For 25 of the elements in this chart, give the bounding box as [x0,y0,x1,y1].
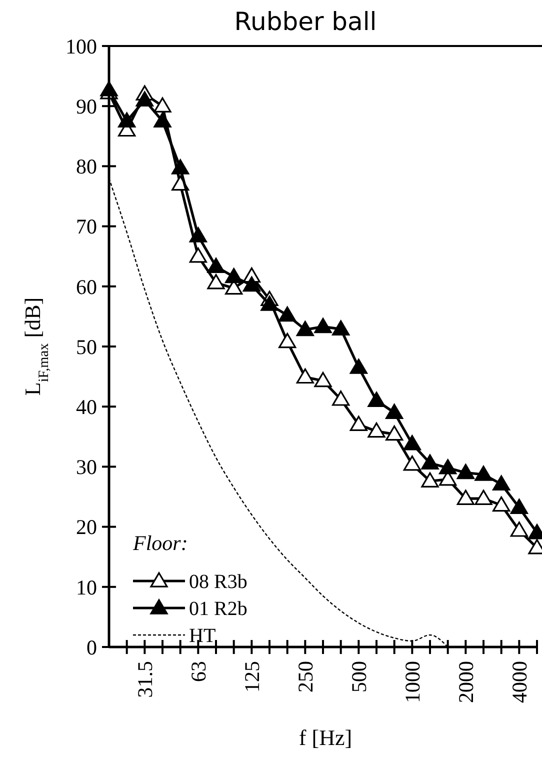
chart-title: Rubber ball [234,7,377,36]
y-tick-label: 60 [76,274,97,299]
x-tick-label: 250 [294,661,318,692]
y-tick-label: 50 [76,334,97,359]
legend-title: Floor: [132,531,188,555]
x-axis-title: f [Hz] [298,725,352,750]
y-tick-label: 90 [76,94,97,118]
y-tick-label: 80 [76,154,97,179]
legend-label: 01 R2b [189,598,248,620]
x-tick-label: 1000 [400,661,425,703]
x-tick-label: 4000 [508,661,532,703]
x-tick-label: 500 [347,661,372,692]
y-tick-label: 40 [76,394,97,419]
x-tick-label: 2000 [454,661,478,703]
x-tick-label: 31.5 [133,661,158,698]
x-tick-label: 63 [186,661,211,682]
legend-label: 08 R3b [189,571,248,593]
y-tick-label: 100 [66,34,97,58]
y-tick-label: 0 [86,635,97,660]
legend-label: HT [189,625,216,647]
y-tick-label: 70 [76,214,97,239]
y-tick-label: 20 [76,515,97,540]
x-tick-label: 125 [240,661,264,692]
y-tick-label: 10 [76,575,97,600]
y-tick-label: 30 [76,455,97,480]
